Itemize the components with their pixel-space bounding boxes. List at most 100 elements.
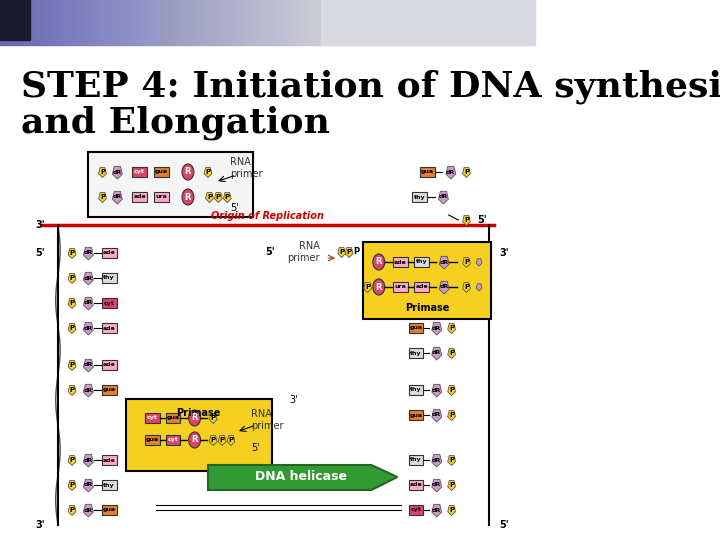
Bar <box>88 0 89 45</box>
Bar <box>166 435 181 445</box>
Bar <box>321 0 322 45</box>
Bar <box>16 0 17 45</box>
Bar <box>431 0 432 45</box>
Bar <box>290 0 291 45</box>
Bar <box>173 0 174 45</box>
Bar <box>126 0 127 45</box>
Bar <box>361 0 362 45</box>
Bar <box>170 0 171 45</box>
Text: dR: dR <box>113 194 122 199</box>
Bar <box>469 0 470 45</box>
Bar <box>85 0 86 45</box>
Bar <box>285 0 286 45</box>
Bar <box>132 0 133 45</box>
Bar <box>415 282 429 292</box>
Bar <box>30 0 31 45</box>
Bar <box>231 0 232 45</box>
Bar <box>283 0 284 45</box>
Bar <box>33 0 34 45</box>
Bar <box>524 0 525 45</box>
Text: dR: dR <box>84 508 93 512</box>
Bar <box>278 0 279 45</box>
Polygon shape <box>432 347 441 360</box>
Bar <box>298 0 299 45</box>
Bar <box>436 0 437 45</box>
Bar <box>474 0 475 45</box>
Bar <box>382 0 383 45</box>
Bar <box>308 0 309 45</box>
Bar <box>344 0 345 45</box>
Bar <box>408 385 423 395</box>
Bar <box>80 0 81 45</box>
Bar <box>322 0 323 45</box>
Bar <box>483 0 484 45</box>
Bar <box>413 0 414 45</box>
Bar <box>154 192 168 202</box>
Bar <box>47 0 48 45</box>
Polygon shape <box>210 414 217 423</box>
Text: ade: ade <box>103 326 116 330</box>
Polygon shape <box>84 247 94 260</box>
Text: dR: dR <box>432 483 441 488</box>
Polygon shape <box>476 259 482 266</box>
Polygon shape <box>84 504 94 517</box>
Bar <box>148 0 149 45</box>
Polygon shape <box>448 323 456 334</box>
Bar <box>327 0 328 45</box>
Bar <box>422 0 423 45</box>
Bar <box>465 0 466 45</box>
Bar <box>169 0 170 45</box>
Polygon shape <box>84 384 94 397</box>
Bar <box>264 0 265 45</box>
Bar <box>159 0 160 45</box>
Bar <box>12 0 13 45</box>
Bar <box>97 0 98 45</box>
Polygon shape <box>99 193 107 202</box>
Bar <box>424 0 425 45</box>
Bar <box>222 0 224 45</box>
Bar <box>0 0 30 40</box>
FancyBboxPatch shape <box>363 242 491 319</box>
Bar <box>373 0 374 45</box>
Bar <box>181 0 182 45</box>
Bar <box>73 0 74 45</box>
Bar <box>43 0 44 45</box>
Bar <box>428 0 429 45</box>
Text: R: R <box>192 435 198 444</box>
Text: thy: thy <box>104 483 115 488</box>
Bar <box>74 0 75 45</box>
Bar <box>372 0 373 45</box>
Bar <box>75 0 76 45</box>
Bar <box>478 0 479 45</box>
Bar <box>103 0 104 45</box>
Bar <box>349 0 350 45</box>
Circle shape <box>373 279 384 295</box>
Polygon shape <box>68 505 76 516</box>
Bar <box>242 0 243 45</box>
Text: P: P <box>464 284 469 290</box>
Bar <box>401 0 402 45</box>
Text: P: P <box>449 387 454 393</box>
Text: ade: ade <box>394 260 407 265</box>
Bar <box>17 0 18 45</box>
Bar <box>336 0 337 45</box>
Bar <box>299 0 300 45</box>
Bar <box>23 0 24 45</box>
Bar <box>502 0 503 45</box>
Circle shape <box>189 432 201 448</box>
Bar <box>507 0 508 45</box>
Bar <box>19 0 20 45</box>
Bar <box>130 0 131 45</box>
Bar <box>64 0 65 45</box>
Bar <box>441 0 442 45</box>
Bar <box>217 0 218 45</box>
Bar <box>526 0 527 45</box>
Bar <box>420 167 435 177</box>
Bar <box>191 0 192 45</box>
Text: P: P <box>70 325 75 331</box>
Bar <box>28 0 29 45</box>
Bar <box>135 0 136 45</box>
Bar <box>21 0 22 45</box>
Bar <box>470 0 471 45</box>
Bar <box>125 0 126 45</box>
